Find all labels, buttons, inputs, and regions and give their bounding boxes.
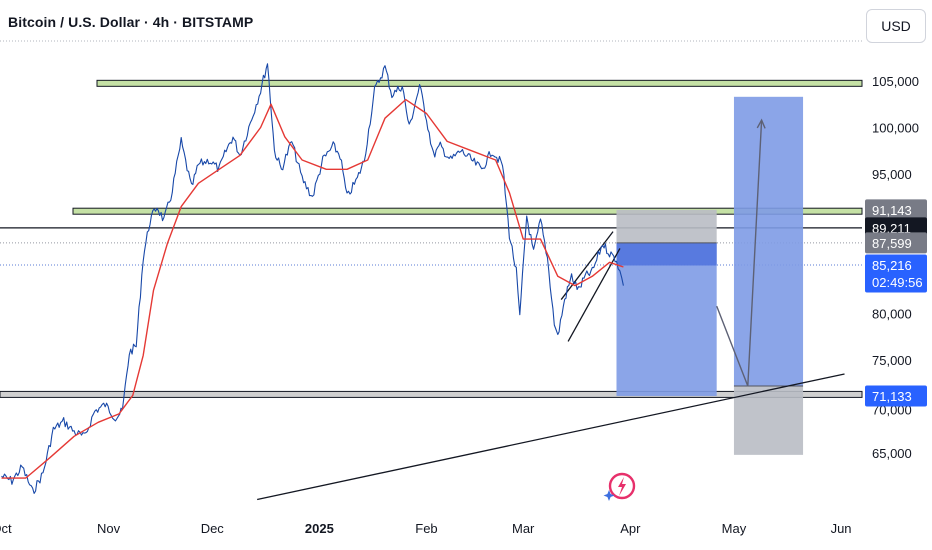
- price-axis: 105,000100,00095,00080,00075,00065,00070…: [872, 74, 919, 461]
- tradingview-logo-icon[interactable]: [603, 470, 637, 504]
- projection-arrow-path: [716, 120, 763, 387]
- take-profit-zone: [733, 96, 804, 387]
- position-boxes: [616, 96, 804, 455]
- price-series: [1, 63, 624, 494]
- price-marker-tag: [865, 385, 927, 407]
- currency-button[interactable]: USD: [866, 9, 926, 43]
- price-marker-label: 87,599: [872, 236, 912, 251]
- projection-arrow-head: [756, 118, 766, 129]
- x-tick-label: Apr: [620, 521, 641, 536]
- moving-average-line: [1, 98, 624, 479]
- x-tick-label: Oct: [0, 521, 12, 536]
- price-marker-tag: [865, 232, 927, 254]
- price-marker-tag: [865, 199, 927, 221]
- support-resistance-zone: [0, 390, 863, 398]
- support-resistance-zone: [72, 207, 863, 215]
- y-tick-label: 100,000: [872, 121, 919, 136]
- trend-line: [257, 373, 845, 501]
- y-tick-label: 105,000: [872, 74, 919, 89]
- trend-lines: [257, 231, 845, 501]
- trend-line: [560, 231, 614, 300]
- x-tick-label: May: [722, 521, 747, 536]
- y-tick-label: 75,000: [872, 353, 912, 368]
- price-marker-label: 89,211: [872, 221, 911, 236]
- projection-path: [716, 118, 766, 387]
- price-line: [1, 63, 624, 494]
- price-marker-label: 71,133: [872, 389, 912, 404]
- x-tick-label: Feb: [415, 521, 437, 536]
- price-marker-label: 85,216: [872, 258, 912, 273]
- open-pnl-zone: [616, 242, 717, 266]
- take-profit-zone: [616, 242, 717, 396]
- support-resistance-zone: [96, 79, 863, 87]
- x-tick-label: Jun: [831, 521, 852, 536]
- horizontal-zones: [0, 79, 863, 398]
- y-tick-label: 95,000: [872, 167, 912, 182]
- x-tick-label: 2025: [305, 521, 334, 536]
- x-tick-label: Dec: [201, 521, 225, 536]
- price-marker-tag: [865, 254, 927, 293]
- chart-title: Bitcoin / U.S. Dollar · 4h · BITSTAMP: [8, 14, 254, 30]
- stop-loss-zone: [733, 386, 804, 455]
- y-tick-label: 65,000: [872, 446, 912, 461]
- price-marker-label: 91,143: [872, 203, 912, 218]
- horizontal-lines: [0, 227, 862, 266]
- x-tick-label: Nov: [97, 521, 121, 536]
- x-tick-label: Mar: [512, 521, 535, 536]
- price-countdown-label: 02:49:56: [872, 275, 923, 290]
- stop-loss-zone: [616, 209, 717, 243]
- trend-line: [567, 248, 621, 342]
- time-axis: Oct Nov Dec 2025 Feb Mar Apr May Jun: [0, 521, 852, 536]
- y-tick-label: 80,000: [872, 307, 912, 322]
